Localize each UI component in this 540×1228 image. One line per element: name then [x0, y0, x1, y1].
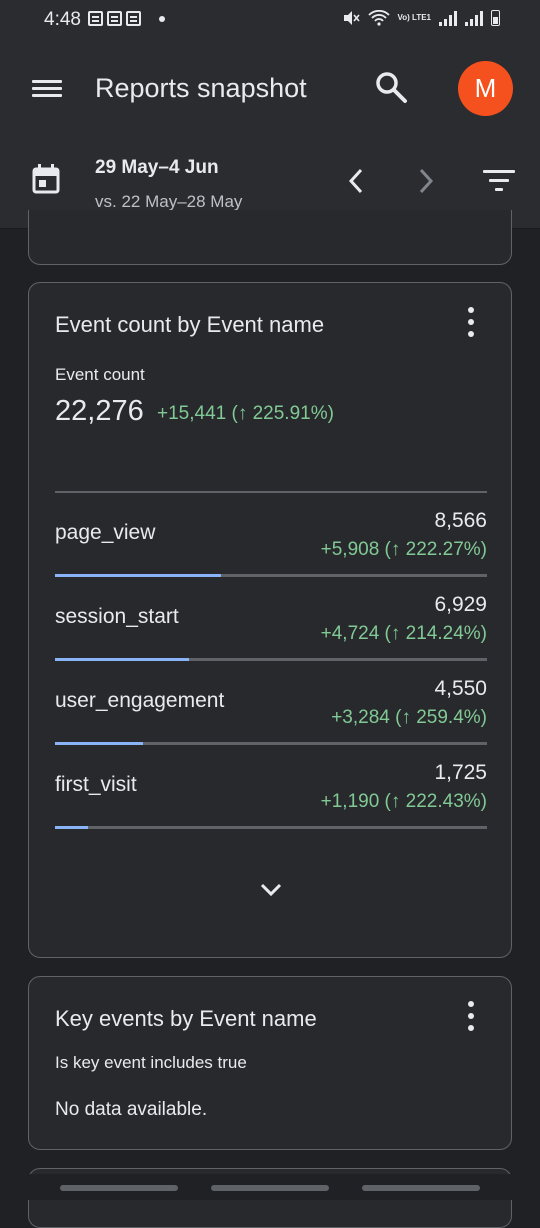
- app-bar: Reports snapshot M: [0, 40, 540, 136]
- event-delta: +5,908 (↑ 222.27%): [320, 539, 487, 560]
- previous-period-chevron-icon[interactable]: [344, 166, 368, 196]
- event-name: session_start: [55, 605, 179, 628]
- event-row[interactable]: user_engagement 4,550 +3,284 (↑ 259.4%): [55, 661, 487, 745]
- event-delta: +4,724 (↑ 214.24%): [320, 623, 487, 644]
- event-share-bar: [55, 826, 89, 829]
- event-value: 6,929: [434, 593, 487, 616]
- event-value: 4,550: [434, 677, 487, 700]
- calendar-icon[interactable]: [32, 164, 60, 194]
- event-share-track: [55, 826, 487, 829]
- battery-icon: [491, 10, 500, 26]
- nav-handle-left[interactable]: [60, 1185, 178, 1191]
- date-compare[interactable]: vs. 22 May–28 May: [95, 192, 243, 211]
- signal-icon: [439, 10, 457, 26]
- event-count-card: Event count by Event name Event count 22…: [28, 282, 512, 958]
- event-share-track: [55, 742, 487, 745]
- event-card-title: Event count by Event name: [55, 312, 325, 337]
- menu-icon[interactable]: [32, 80, 62, 98]
- event-share-bar: [55, 574, 222, 577]
- key-events-title: Key events by Event name: [55, 1006, 317, 1031]
- metric-value: 22,276: [55, 395, 144, 427]
- date-range[interactable]: 29 May–4 Jun: [95, 157, 219, 178]
- wifi-icon: [367, 10, 390, 26]
- event-name: user_engagement: [55, 689, 225, 712]
- signal-icon-2: [465, 10, 483, 26]
- avatar[interactable]: M: [458, 61, 513, 116]
- key-events-filter: Is key event includes true: [55, 1053, 247, 1072]
- event-row[interactable]: session_start 6,929 +4,724 (↑ 214.24%): [55, 577, 487, 661]
- event-row[interactable]: first_visit 1,725 +1,190 (↑ 222.43%): [55, 745, 487, 829]
- event-name: first_visit: [55, 773, 137, 796]
- event-share-bar: [55, 658, 190, 661]
- event-row[interactable]: page_view 8,566 +5,908 (↑ 222.27%): [55, 493, 487, 577]
- gallery-notification-icon: [88, 11, 103, 26]
- page-title: Reports snapshot: [95, 73, 307, 103]
- nav-handle-center[interactable]: [211, 1185, 329, 1191]
- next-period-chevron-icon[interactable]: [414, 166, 438, 196]
- no-data-message: No data available.: [55, 1099, 208, 1120]
- notification-icons: [88, 11, 165, 26]
- event-delta: +3,284 (↑ 259.4%): [331, 707, 487, 728]
- message-notification-icon-2: [126, 11, 141, 26]
- filter-icon[interactable]: [483, 170, 515, 194]
- mute-icon: [343, 11, 360, 25]
- status-bar: 4:48 Vo) LTE1: [0, 0, 540, 40]
- network-type-label: Vo) LTE1: [397, 13, 431, 22]
- system-icons: Vo) LTE1: [342, 10, 500, 26]
- more-options-icon[interactable]: [465, 1001, 477, 1035]
- event-delta: +1,190 (↑ 222.43%): [320, 791, 487, 812]
- search-icon[interactable]: [374, 70, 408, 104]
- event-value: 8,566: [434, 509, 487, 532]
- previous-card: [28, 210, 512, 265]
- divider: [55, 491, 487, 493]
- event-share-track: [55, 658, 487, 661]
- status-time: 4:48: [44, 9, 81, 30]
- metric-delta: +15,441 (↑ 225.91%): [157, 403, 334, 424]
- event-share-track: [55, 574, 487, 577]
- expand-chevron-down-icon[interactable]: [257, 881, 285, 899]
- event-share-bar: [55, 742, 144, 745]
- more-options-icon[interactable]: [465, 307, 477, 341]
- key-events-card: Key events by Event name Is key event in…: [28, 976, 512, 1150]
- nav-handle-right[interactable]: [362, 1185, 480, 1191]
- message-notification-icon: [107, 11, 122, 26]
- event-value: 1,725: [434, 761, 487, 784]
- metric-label: Event count: [55, 365, 145, 384]
- more-notifications-dot-icon: [159, 15, 165, 22]
- event-name: page_view: [55, 521, 156, 544]
- system-nav-bar: [0, 1174, 540, 1200]
